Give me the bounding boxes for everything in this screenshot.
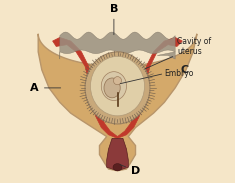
- Ellipse shape: [101, 72, 126, 100]
- Text: D: D: [120, 165, 140, 176]
- Ellipse shape: [90, 56, 145, 116]
- Ellipse shape: [104, 78, 120, 98]
- Text: Embryo: Embryo: [164, 69, 194, 78]
- Ellipse shape: [113, 164, 122, 171]
- Text: C: C: [180, 65, 188, 75]
- Text: Cavity of
uterus: Cavity of uterus: [177, 37, 211, 56]
- Text: A: A: [30, 83, 61, 93]
- Polygon shape: [38, 34, 197, 171]
- Ellipse shape: [85, 52, 150, 124]
- Polygon shape: [107, 138, 128, 171]
- Polygon shape: [60, 32, 175, 59]
- Text: B: B: [110, 4, 118, 35]
- Ellipse shape: [114, 77, 121, 85]
- Polygon shape: [53, 38, 182, 138]
